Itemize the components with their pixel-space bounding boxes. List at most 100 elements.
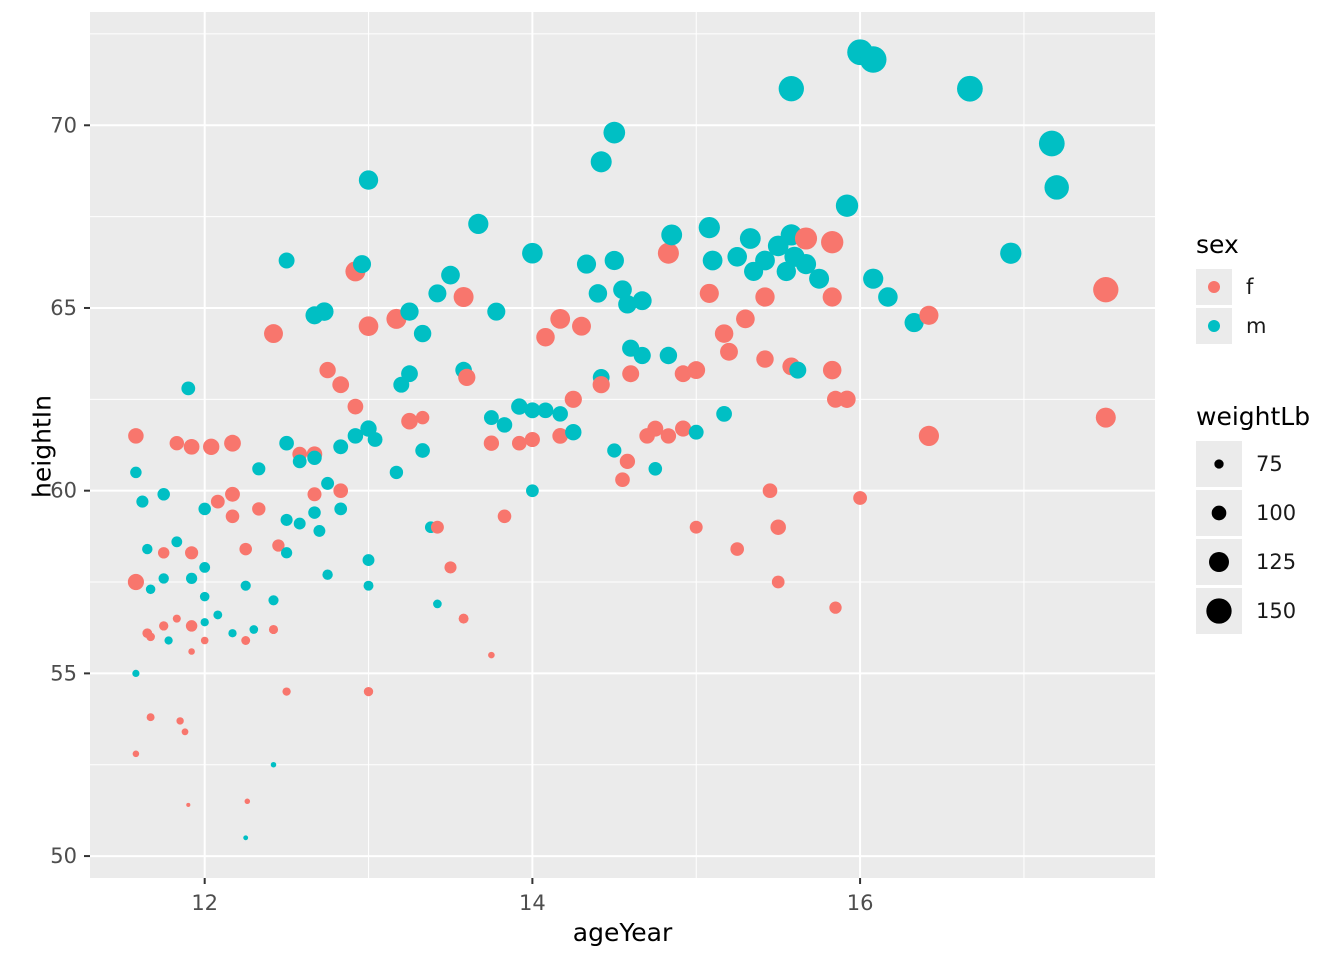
data-point: [319, 361, 336, 379]
data-point: [488, 651, 495, 659]
weight-legend-item-100: 100: [1192, 490, 1342, 536]
data-point: [280, 513, 293, 526]
data-point: [228, 629, 237, 638]
data-point: [188, 648, 195, 655]
data-point: [590, 151, 612, 173]
data-point: [622, 365, 640, 383]
data-point: [615, 472, 630, 488]
sex-legend-item-m-key: [1196, 308, 1232, 344]
data-point: [333, 483, 349, 499]
data-point: [157, 547, 170, 559]
data-point: [661, 224, 683, 246]
data-point: [413, 324, 432, 343]
data-point: [794, 227, 818, 250]
data-point: [496, 417, 513, 433]
data-point: [770, 519, 786, 535]
data-point: [362, 554, 375, 567]
data-point: [526, 484, 539, 498]
data-point: [185, 572, 198, 585]
data-point: [776, 261, 796, 282]
data-point: [822, 287, 842, 307]
data-point: [186, 802, 191, 807]
weight-legend-item-125-key: [1196, 539, 1242, 585]
data-point: [613, 280, 632, 300]
y-tick-label: 70: [50, 113, 77, 137]
sex-legend-item-m: m: [1192, 308, 1342, 344]
data-point: [199, 591, 210, 602]
data-point: [483, 410, 499, 426]
data-point: [576, 254, 597, 274]
data-point: [511, 435, 527, 451]
data-point: [130, 466, 142, 479]
data-point: [393, 376, 410, 393]
x-axis-title: ageYear: [572, 918, 673, 947]
data-point: [389, 465, 404, 480]
x-tick-label: 16: [847, 891, 874, 915]
data-point: [657, 242, 679, 264]
data-point: [762, 483, 778, 499]
data-point: [307, 450, 322, 466]
y-axis-title: heightIn: [27, 395, 57, 498]
data-point: [264, 324, 283, 344]
data-point: [363, 686, 374, 697]
data-point: [157, 488, 170, 501]
data-point: [524, 402, 541, 419]
data-point: [415, 410, 430, 425]
data-point: [158, 573, 169, 584]
data-point: [270, 761, 277, 768]
data-point: [185, 546, 199, 560]
data-point: [727, 247, 747, 267]
y-tick-label: 60: [50, 479, 77, 503]
data-point: [433, 599, 442, 609]
data-point: [829, 601, 842, 614]
data-point: [358, 316, 379, 337]
data-point: [127, 573, 144, 591]
data-point: [367, 432, 383, 447]
data-point: [268, 595, 279, 606]
data-point: [159, 621, 169, 631]
weight-key-dot-icon: [1206, 598, 1232, 624]
data-point: [483, 435, 500, 451]
data-point: [213, 610, 223, 620]
data-point: [689, 520, 703, 534]
data-point: [428, 284, 447, 303]
data-point: [756, 350, 774, 368]
data-point: [835, 194, 859, 217]
data-point: [1095, 407, 1116, 428]
data-point: [755, 250, 775, 271]
data-point: [292, 454, 307, 469]
data-point: [315, 302, 334, 321]
data-point: [453, 287, 474, 307]
data-point: [822, 360, 842, 380]
data-point: [199, 561, 211, 573]
data-point: [771, 575, 785, 589]
data-point: [146, 632, 155, 642]
weight-legend-item-100-label: 100: [1256, 501, 1297, 525]
data-point: [572, 316, 591, 336]
weight-legend-item-75-key: [1196, 441, 1242, 487]
data-point: [444, 561, 457, 574]
data-point: [564, 390, 582, 408]
data-point: [322, 569, 333, 580]
data-point: [430, 520, 444, 534]
weight-legend-item-125-label: 125: [1256, 550, 1297, 574]
x-tick-label: 14: [519, 891, 546, 915]
weight-key-dot-icon: [1209, 552, 1229, 572]
data-point: [176, 717, 184, 725]
data-point: [699, 283, 719, 303]
data-point: [603, 121, 626, 144]
data-point: [919, 305, 939, 325]
data-point: [1044, 175, 1069, 200]
data-point: [243, 835, 249, 841]
data-point: [604, 250, 624, 271]
data-point: [183, 438, 200, 455]
data-point: [278, 252, 295, 269]
data-point: [878, 287, 898, 307]
sex-legend-item-f: f: [1192, 269, 1342, 305]
data-point: [716, 406, 732, 422]
data-point: [307, 487, 322, 502]
data-point: [171, 536, 183, 548]
data-point: [659, 346, 678, 365]
